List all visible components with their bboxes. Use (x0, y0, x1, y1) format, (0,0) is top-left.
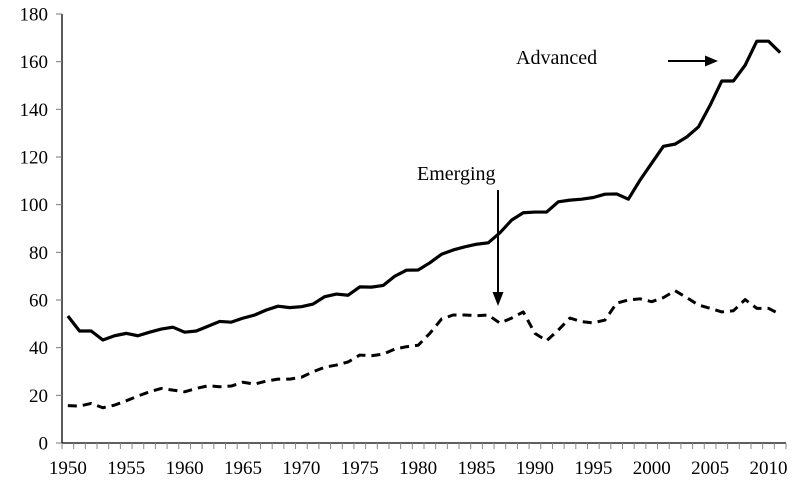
axes (61, 14, 786, 444)
y-tick-label: 160 (20, 52, 49, 73)
x-tick-label: 1990 (516, 458, 554, 479)
y-tick-label: 20 (29, 386, 48, 407)
y-tick-label: 140 (20, 100, 49, 121)
x-tick-label: 1960 (166, 458, 204, 479)
x-tick-label: 1950 (49, 458, 87, 479)
x-tick-label: 1965 (224, 458, 262, 479)
y-axis-ticks: 0 20 40 60 80 100 120 140 160 180 (20, 5, 62, 455)
x-tick-label: 1985 (458, 458, 496, 479)
x-tick-label: 2010 (749, 458, 787, 479)
x-tick-label: 1995 (574, 458, 612, 479)
x-axis-ticks: 1950 1955 1960 1965 1970 1975 1980 1985 1990 1995… (49, 443, 787, 479)
annotation-advanced-label: Advanced (516, 47, 597, 69)
x-tick-label: 2005 (691, 458, 729, 479)
x-tick-label: 1955 (107, 458, 145, 479)
y-tick-label: 40 (29, 338, 48, 359)
x-tick-label: 1975 (341, 458, 379, 479)
y-tick-label: 0 (39, 434, 49, 455)
y-tick-label: 180 (20, 5, 49, 26)
annotation-emerging-label: Emerging (417, 163, 496, 185)
annotation-emerging-arrowhead (492, 292, 504, 306)
series-line-advanced (66, 39, 782, 342)
y-tick-label: 80 (29, 243, 48, 264)
x-tick-label: 2000 (633, 458, 671, 479)
series-line-emerging (67, 289, 781, 410)
y-tick-label: 120 (20, 148, 49, 169)
x-tick-label: 1980 (399, 458, 437, 479)
y-tick-label: 100 (20, 195, 49, 216)
series-group (66, 39, 782, 410)
annotation-advanced-arrowhead (705, 55, 718, 67)
annotations: Advanced Emerging (417, 47, 718, 306)
x-tick-label: 1970 (282, 458, 320, 479)
y-tick-label: 60 (29, 291, 48, 312)
